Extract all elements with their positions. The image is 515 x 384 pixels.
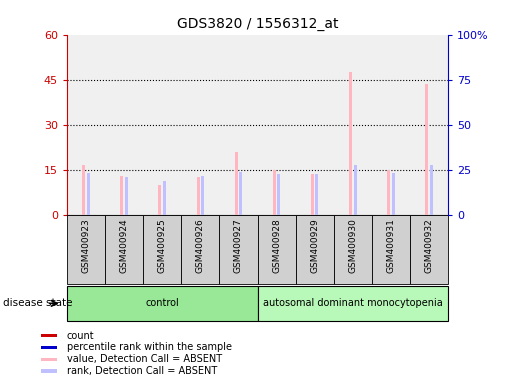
- FancyBboxPatch shape: [296, 215, 334, 284]
- Text: GSM400932: GSM400932: [424, 218, 434, 273]
- Bar: [349, 72, 352, 215]
- FancyBboxPatch shape: [410, 215, 448, 284]
- FancyBboxPatch shape: [105, 215, 143, 284]
- Text: GSM400926: GSM400926: [196, 218, 205, 273]
- Bar: [197, 177, 200, 215]
- FancyBboxPatch shape: [258, 215, 296, 284]
- FancyBboxPatch shape: [67, 286, 258, 321]
- FancyBboxPatch shape: [219, 215, 258, 284]
- Text: GSM400923: GSM400923: [81, 218, 91, 273]
- Text: autosomal dominant monocytopenia: autosomal dominant monocytopenia: [263, 298, 443, 308]
- Text: count: count: [67, 331, 95, 341]
- Bar: [391, 173, 394, 215]
- Bar: [277, 174, 280, 215]
- Bar: [87, 173, 90, 215]
- Text: GSM400929: GSM400929: [310, 218, 319, 273]
- Text: GSM400927: GSM400927: [234, 218, 243, 273]
- FancyBboxPatch shape: [67, 215, 105, 284]
- Bar: [41, 346, 57, 349]
- Text: percentile rank within the sample: percentile rank within the sample: [67, 343, 232, 353]
- Bar: [125, 177, 128, 215]
- FancyBboxPatch shape: [334, 215, 372, 284]
- Text: GSM400924: GSM400924: [119, 218, 129, 273]
- Text: GSM400931: GSM400931: [386, 218, 396, 273]
- Text: GSM400930: GSM400930: [348, 218, 357, 273]
- Text: value, Detection Call = ABSENT: value, Detection Call = ABSENT: [67, 354, 222, 364]
- Text: rank, Detection Call = ABSENT: rank, Detection Call = ABSENT: [67, 366, 217, 376]
- Bar: [41, 334, 57, 337]
- Bar: [163, 181, 166, 215]
- Bar: [235, 152, 238, 215]
- FancyBboxPatch shape: [372, 215, 410, 284]
- Text: GSM400925: GSM400925: [158, 218, 167, 273]
- FancyBboxPatch shape: [258, 286, 448, 321]
- Bar: [425, 84, 428, 215]
- Bar: [41, 358, 57, 361]
- Title: GDS3820 / 1556312_at: GDS3820 / 1556312_at: [177, 17, 338, 31]
- Bar: [82, 166, 85, 215]
- Bar: [430, 164, 433, 215]
- FancyBboxPatch shape: [143, 215, 181, 284]
- Text: control: control: [145, 298, 179, 308]
- Bar: [41, 369, 57, 373]
- Text: GSM400928: GSM400928: [272, 218, 281, 273]
- Bar: [315, 174, 318, 215]
- Bar: [273, 170, 276, 215]
- Bar: [121, 176, 124, 215]
- Bar: [311, 174, 314, 215]
- Bar: [387, 170, 390, 215]
- Bar: [159, 185, 162, 215]
- Bar: [239, 172, 242, 215]
- Bar: [201, 176, 204, 215]
- Bar: [353, 164, 356, 215]
- FancyBboxPatch shape: [181, 215, 219, 284]
- Text: disease state: disease state: [3, 298, 72, 308]
